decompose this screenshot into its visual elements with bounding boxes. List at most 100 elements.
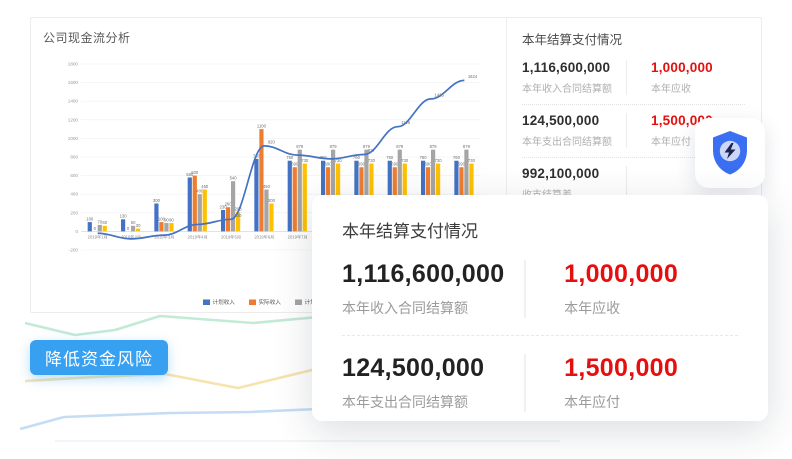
svg-text:800: 800 [70, 155, 78, 160]
panel-title: 本年结算支付情况 [522, 33, 623, 47]
svg-text:730: 730 [468, 158, 476, 163]
popup-title: 本年结算支付情况 [342, 222, 478, 241]
panel-row: 1,116,600,000 本年收入合同结算额 1,000,000 本年应收 [522, 52, 745, 105]
svg-text:760: 760 [353, 155, 361, 160]
popup-cell: 1,116,600,000 本年收入合同结算额 [342, 260, 524, 318]
popup-income-settlement-value: 1,116,600,000 [342, 260, 505, 288]
svg-text:60: 60 [131, 220, 136, 225]
svg-text:690: 690 [358, 162, 366, 167]
popup-payable-value: 1,500,000 [564, 354, 679, 382]
income-settlement-label: 本年收入合同结算额 [522, 84, 612, 95]
popup-cell: 1,000,000 本年应收 [524, 260, 738, 318]
svg-text:600: 600 [191, 170, 199, 175]
svg-text:690: 690 [391, 162, 399, 167]
svg-text:2019年3月: 2019年3月 [154, 233, 174, 240]
svg-text:879: 879 [430, 144, 438, 149]
svg-text:1624: 1624 [468, 74, 478, 79]
svg-text:208: 208 [235, 206, 243, 211]
panel-cell: 1,116,600,000 本年收入合同结算额 [522, 60, 626, 95]
svg-text:730: 730 [335, 158, 343, 163]
expense-settlement-label: 本年支出合同结算额 [522, 137, 612, 148]
svg-text:60: 60 [102, 220, 107, 225]
svg-text:30: 30 [136, 223, 141, 228]
panel-cell [626, 166, 745, 198]
svg-text:690: 690 [291, 162, 299, 167]
svg-text:130: 130 [235, 213, 243, 218]
svg-text:100: 100 [158, 217, 166, 222]
chart-title: 公司现金流分析 [43, 31, 131, 45]
svg-text:450: 450 [263, 184, 271, 189]
svg-text:760: 760 [453, 155, 461, 160]
svg-text:260: 260 [225, 202, 233, 207]
shield-badge-card[interactable] [695, 118, 765, 188]
payable-label: 本年应付 [651, 137, 691, 148]
popup-expense-settlement-label: 本年支出合同结算额 [342, 394, 468, 410]
svg-text:1600: 1600 [68, 80, 79, 85]
svg-text:0: 0 [94, 226, 97, 231]
svg-text:730: 730 [401, 158, 409, 163]
settlement-panel: 本年结算支付情况 1,116,600,000 本年收入合同结算额 1,000,0… [507, 18, 761, 312]
svg-text:450: 450 [201, 184, 209, 189]
panel-divider [506, 18, 507, 312]
svg-text:827: 827 [368, 148, 376, 153]
svg-text:1000: 1000 [68, 136, 79, 141]
popup-cell: 124,500,000 本年支出合同结算额 [342, 354, 524, 412]
svg-text:600: 600 [70, 173, 78, 178]
svg-text:879: 879 [296, 144, 304, 149]
svg-text:2019年4月: 2019年4月 [188, 233, 208, 240]
svg-text:879: 879 [330, 144, 338, 149]
risk-reduction-badge[interactable]: 降低资金风险 [30, 340, 168, 375]
svg-text:1100: 1100 [257, 124, 267, 129]
popup-receivable-label: 本年应收 [564, 300, 621, 316]
line-series-累计结余 [97, 79, 465, 240]
svg-text:2019年2月: 2019年2月 [121, 233, 141, 240]
svg-text:300: 300 [153, 198, 161, 203]
popup-receivable-value: 1,000,000 [564, 260, 679, 288]
svg-text:2019年7月: 2019年7月 [288, 233, 308, 240]
svg-text:90: 90 [164, 217, 169, 222]
svg-text:2019年5月: 2019年5月 [221, 233, 241, 240]
lightning-bolt-icon [724, 143, 736, 159]
svg-text:760: 760 [386, 155, 394, 160]
svg-text:70: 70 [97, 219, 102, 224]
svg-text:1425: 1425 [435, 92, 445, 97]
svg-text:760: 760 [286, 155, 294, 160]
svg-text:730: 730 [301, 158, 309, 163]
svg-text:540: 540 [230, 176, 238, 181]
svg-text:879: 879 [396, 144, 404, 149]
svg-text:300: 300 [268, 198, 276, 203]
svg-text:1200: 1200 [68, 117, 79, 122]
svg-text:100: 100 [86, 217, 94, 222]
svg-text:1126: 1126 [401, 120, 411, 125]
line-labels: 130 920 827 1126 1425 1624 [235, 74, 478, 218]
popup-row: 124,500,000 本年支出合同结算额 1,500,000 本年应付 [342, 354, 738, 412]
settlement-popup: 本年结算支付情况 1,116,600,000 本年收入合同结算额 1,000,0… [312, 195, 768, 421]
svg-text:690: 690 [458, 162, 466, 167]
svg-text:1400: 1400 [68, 99, 79, 104]
popup-row: 1,116,600,000 本年收入合同结算额 1,000,000 本年应收 [342, 260, 738, 318]
svg-text:400: 400 [196, 189, 204, 194]
svg-text:实际收入: 实际收入 [259, 298, 282, 306]
income-settlement-value: 1,116,600,000 [522, 60, 611, 75]
receivable-value: 1,000,000 [651, 60, 713, 75]
svg-text:-200: -200 [69, 248, 79, 253]
svg-text:1800: 1800 [68, 62, 79, 67]
svg-text:690: 690 [325, 162, 333, 167]
expense-settlement-value: 124,500,000 [522, 113, 600, 128]
svg-text:690: 690 [425, 162, 433, 167]
svg-text:200: 200 [70, 210, 78, 215]
svg-text:920: 920 [268, 139, 276, 144]
popup-separator [342, 335, 738, 336]
panel-cell: 1,000,000 本年应收 [626, 60, 745, 95]
svg-text:90: 90 [169, 217, 174, 222]
svg-text:730: 730 [435, 158, 443, 163]
popup-expense-settlement-value: 124,500,000 [342, 354, 485, 382]
svg-text:400: 400 [70, 192, 78, 197]
svg-text:730: 730 [368, 158, 376, 163]
svg-text:879: 879 [463, 144, 471, 149]
svg-text:2019年6月: 2019年6月 [254, 233, 274, 240]
panel-cell: 124,500,000 本年支出合同结算额 [522, 113, 626, 148]
receivable-label: 本年应收 [651, 84, 691, 95]
